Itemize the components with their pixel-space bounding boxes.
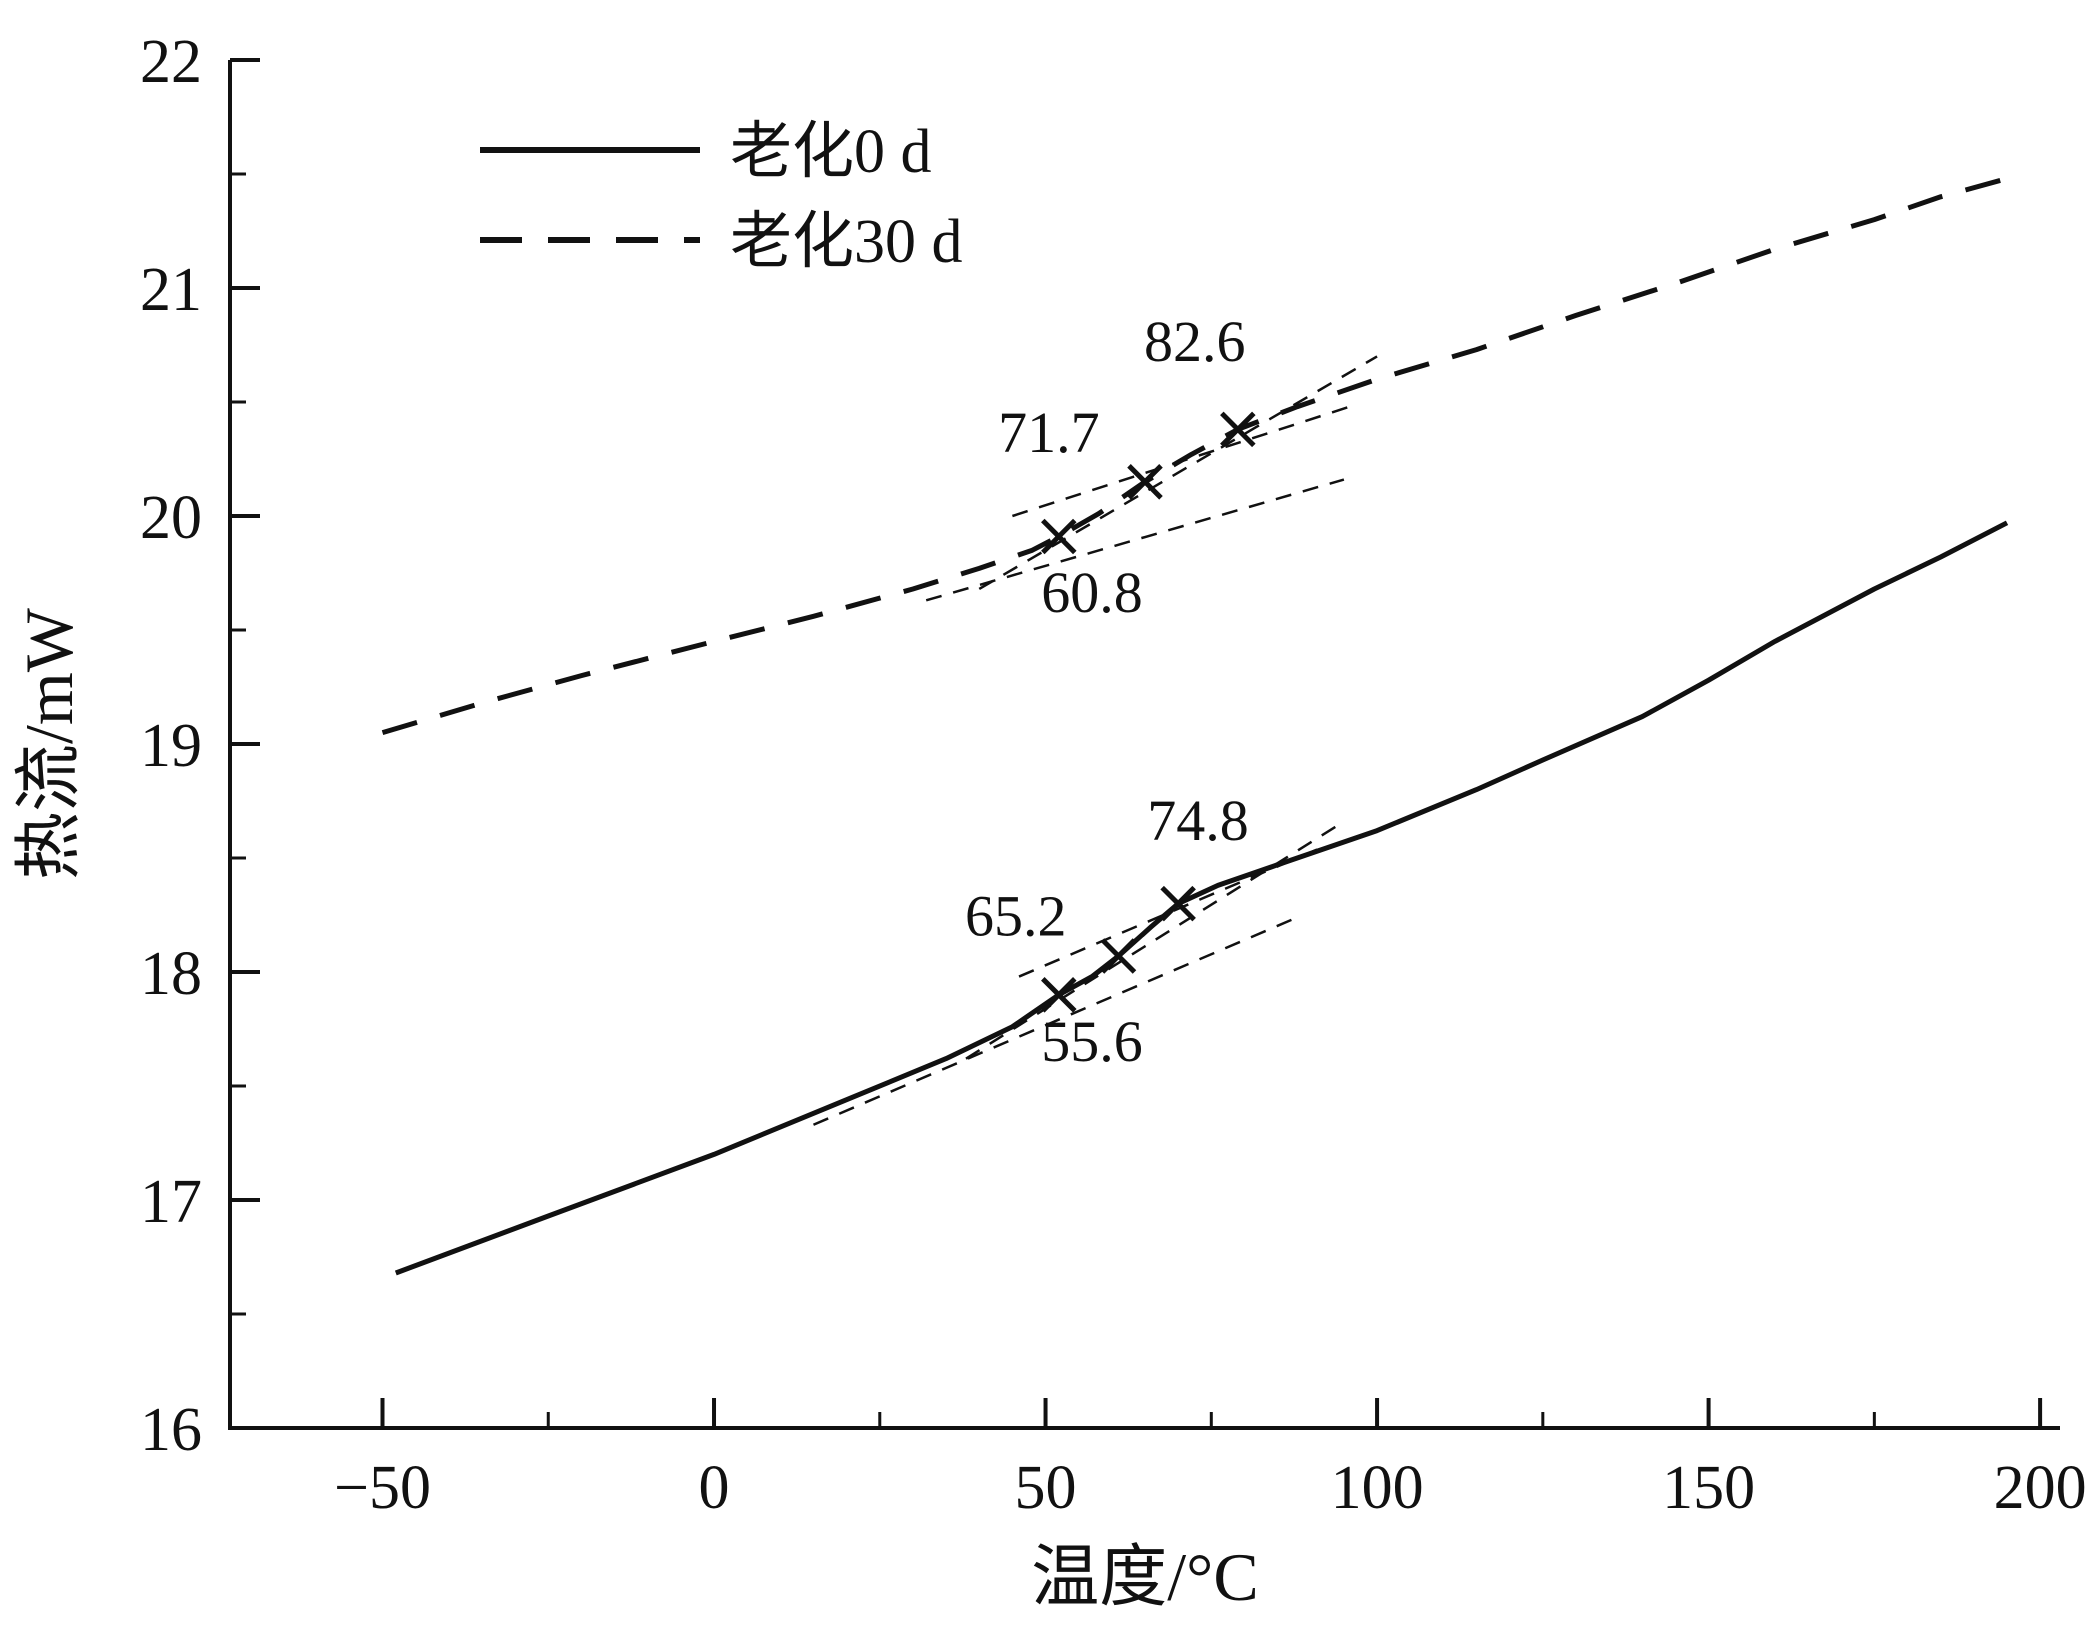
legend: 老化0 d 老化30 d [480,118,963,276]
plot-layer: −50 0 50 100 150 200 16 17 18 19 20 21 22 82.6 71.7 60.… [140,28,2087,1522]
annotation-74.8: 74.8 [1147,788,1249,853]
tangent-line [978,355,1378,591]
series-line-1 [381,176,2008,735]
series-line-0 [394,520,2009,1276]
y-tick-label: 16 [140,1396,202,1464]
annotation-60.8: 60.8 [1041,560,1143,625]
x-axis-title: 温度/°C [1031,1539,1258,1615]
marker-cross [1041,977,1077,1013]
x-tick-label: −50 [334,1454,431,1522]
legend-label-aged-30d: 老化30 d [730,208,963,276]
y-tick-label: 18 [140,940,202,1008]
y-tick-label: 17 [140,1168,202,1236]
x-tick-label: 150 [1662,1454,1755,1522]
annotation-65.2: 65.2 [965,884,1067,949]
y-tick-label: 21 [140,256,202,324]
annotation-82.6: 82.6 [1144,309,1246,374]
marker-cross [1100,938,1137,974]
x-tick-label: 0 [699,1454,730,1522]
y-tick-label: 22 [140,28,202,96]
y-axis-title: 热流/mW [11,607,87,880]
legend-label-aged-0d: 老化0 d [730,118,932,186]
x-tick-label: 50 [1015,1454,1077,1522]
y-tick-label: 19 [140,712,202,780]
marker-cross [1220,411,1256,448]
x-tick-label: 200 [1994,1454,2087,1522]
annotation-55.6: 55.6 [1041,1009,1143,1074]
marker-cross [1127,464,1163,500]
annotation-71.7: 71.7 [998,400,1100,465]
tangent-line [812,916,1298,1126]
marker-cross [1041,518,1077,555]
x-tick-label: 100 [1331,1454,1424,1522]
y-tick-label: 20 [140,484,202,552]
marker-cross [1160,885,1196,922]
axes [228,60,2060,1430]
